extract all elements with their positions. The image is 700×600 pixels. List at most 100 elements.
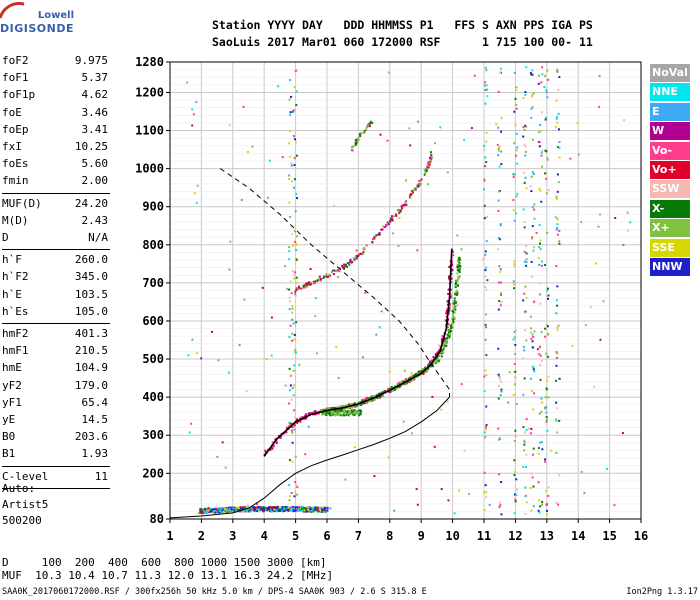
- echo-point: [235, 510, 238, 513]
- echo-point: [498, 436, 501, 439]
- echo-point: [348, 403, 351, 406]
- echo-point: [556, 431, 559, 434]
- echo-point: [515, 149, 518, 152]
- echo-point: [296, 287, 299, 290]
- echo-point: [513, 260, 516, 263]
- echo-point: [516, 192, 519, 195]
- y-tick-label: 500: [142, 352, 164, 366]
- echo-point: [354, 413, 357, 416]
- echo-point: [546, 355, 549, 358]
- echo-point: [558, 156, 561, 159]
- echo-point: [515, 133, 518, 136]
- echo-point: [529, 487, 532, 490]
- echo-point: [356, 255, 359, 258]
- echo-point: [556, 329, 559, 332]
- echo-point: [235, 506, 238, 509]
- echo-point: [515, 89, 518, 92]
- echo-point: [338, 267, 341, 270]
- echo-point: [355, 257, 358, 260]
- echo-point: [335, 411, 338, 414]
- echo-point: [256, 503, 259, 506]
- param-row: B1 1.93: [2, 447, 108, 462]
- echo-point: [449, 330, 452, 333]
- auto-label: Auto:: [2, 482, 36, 495]
- echo-point: [332, 269, 335, 272]
- echo-point: [374, 235, 377, 238]
- echo-point: [434, 353, 437, 356]
- echo-point: [389, 220, 392, 223]
- echo-point: [434, 142, 437, 145]
- echo-point: [229, 507, 232, 510]
- echo-point: [499, 394, 502, 397]
- echo-point: [411, 378, 414, 381]
- echo-point: [523, 441, 526, 444]
- param-key: h`F: [2, 253, 22, 267]
- echo-point: [210, 508, 213, 511]
- echo-point: [263, 506, 266, 509]
- echo-point: [365, 397, 368, 400]
- echo-point: [342, 410, 345, 413]
- echo-point: [531, 236, 534, 239]
- echo-point: [327, 275, 330, 278]
- echo-point: [359, 252, 362, 255]
- echo-point: [268, 159, 271, 162]
- echo-point: [441, 350, 444, 353]
- echo-point: [522, 426, 525, 429]
- y-tick-label: 300: [142, 428, 164, 442]
- echo-point: [357, 401, 360, 404]
- echo-point: [288, 98, 291, 101]
- echo-point: [555, 379, 558, 382]
- echo-point: [522, 299, 525, 302]
- param-key: h`Es: [2, 304, 29, 318]
- echo-point: [539, 441, 542, 444]
- echo-point: [446, 303, 449, 306]
- echo-point: [346, 410, 349, 413]
- echo-point: [531, 237, 534, 240]
- echo-point: [284, 384, 287, 387]
- echo-point: [395, 214, 398, 217]
- echo-point: [498, 165, 501, 168]
- echo-point: [402, 204, 405, 207]
- echo-point: [190, 422, 193, 425]
- echo-point: [240, 506, 243, 509]
- echo-point: [342, 407, 345, 410]
- echo-point: [242, 105, 245, 108]
- echo-point: [458, 258, 461, 261]
- echo-point: [556, 70, 559, 73]
- echo-point: [514, 434, 517, 437]
- echo-point: [543, 86, 546, 89]
- echo-point: [282, 510, 285, 513]
- param-separator: [2, 487, 110, 489]
- echo-point: [322, 412, 325, 415]
- echo-point: [433, 445, 436, 448]
- echo-point: [403, 203, 406, 206]
- echo-point: [321, 506, 324, 509]
- echo-point: [499, 304, 502, 307]
- echo-point: [333, 204, 336, 207]
- echo-point: [280, 506, 283, 509]
- echo-point: [525, 244, 528, 247]
- echo-point: [498, 281, 501, 284]
- echo-point: [255, 506, 258, 509]
- param-value: 5.60: [81, 157, 109, 171]
- echo-point: [530, 190, 533, 193]
- echo-point: [455, 293, 458, 296]
- echo-point: [358, 409, 361, 412]
- echo-point: [515, 494, 518, 497]
- echo-point: [291, 506, 294, 509]
- echo-point: [343, 267, 346, 270]
- echo-point: [293, 186, 296, 189]
- echo-point: [304, 414, 307, 417]
- echo-point: [484, 323, 487, 326]
- echo-point: [456, 272, 459, 275]
- echo-point: [558, 229, 561, 232]
- echo-point: [434, 360, 437, 363]
- echo-point: [537, 131, 540, 134]
- echo-point: [287, 425, 290, 428]
- echo-point: [454, 283, 457, 286]
- echo-point: [338, 270, 341, 273]
- echo-point: [420, 178, 423, 181]
- echo-point: [524, 176, 527, 179]
- echo-point: [544, 118, 547, 121]
- echo-point: [302, 506, 305, 509]
